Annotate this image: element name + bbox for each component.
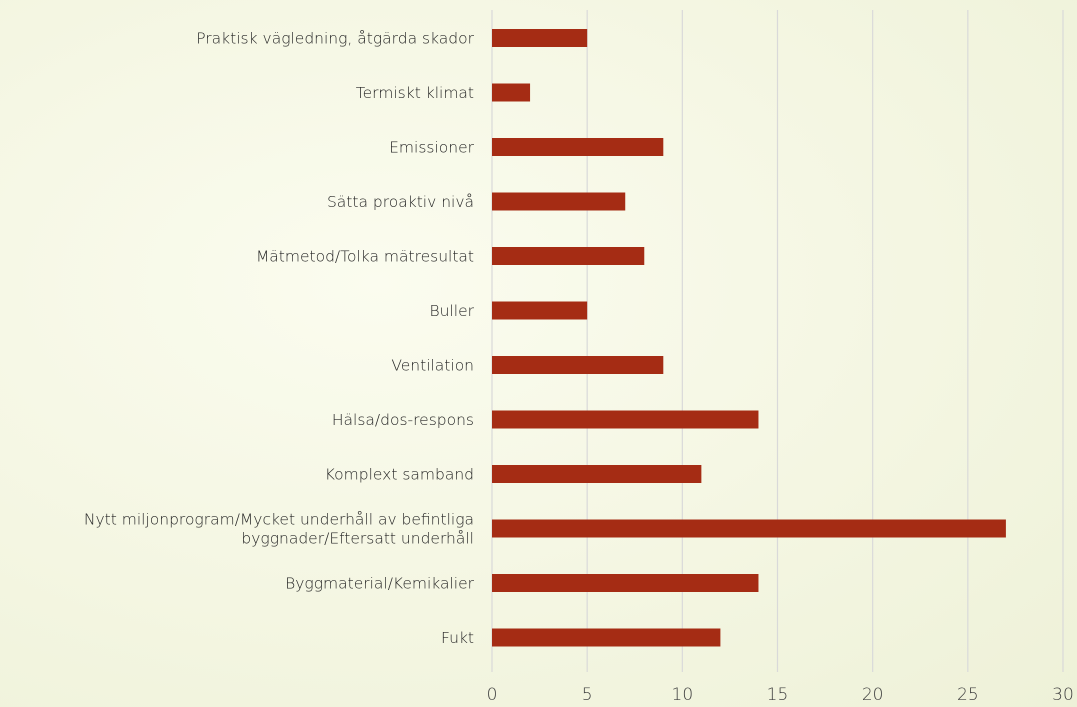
category-label-line: byggnader/Eftersatt underhåll <box>241 530 474 548</box>
x-tick-label: 30 <box>1052 685 1074 705</box>
category-label-line: Nytt miljonprogram/Mycket underhåll av b… <box>84 511 474 529</box>
category-label: Ventilation <box>391 357 474 375</box>
category-label-line: Emissioner <box>389 139 474 157</box>
category-label: Praktisk vägledning, åtgärda skador <box>196 30 474 48</box>
x-axis-ticks: 0 5 10 15 20 25 30 <box>487 685 1074 705</box>
category-label: Mätmetod/Tolka mätresultat <box>256 248 474 266</box>
category-labels: Praktisk vägledning, åtgärda skador Termi… <box>84 30 475 648</box>
bar-11 <box>492 574 759 592</box>
x-tick-label: 0 <box>487 685 498 705</box>
bar-1 <box>492 29 588 47</box>
category-label-line: Fukt <box>441 629 474 647</box>
bar-12 <box>492 628 721 647</box>
x-tick-label: 25 <box>957 685 979 705</box>
bar-10 <box>492 519 1006 538</box>
category-label-line: Komplext samband <box>325 466 474 484</box>
category-label: Buller <box>430 302 475 320</box>
x-tick-label: 5 <box>582 685 593 705</box>
category-label-line: Buller <box>430 302 475 320</box>
category-label: Sätta proaktiv nivå <box>327 193 474 211</box>
bar-8 <box>492 410 759 429</box>
category-label: Komplext samband <box>325 466 474 484</box>
category-label-line: Byggmaterial/Kemikalier <box>285 575 475 593</box>
bar-6 <box>492 301 588 320</box>
bar-3 <box>492 138 664 156</box>
category-label-line: Ventilation <box>391 357 474 375</box>
category-label-line: Hälsa/dos-respons <box>332 411 474 429</box>
x-tick-label: 15 <box>767 685 789 705</box>
grid-lines <box>491 10 1064 672</box>
category-label: Emissioner <box>389 139 474 157</box>
bar-7 <box>492 356 664 374</box>
bars <box>492 29 1006 647</box>
bar-5 <box>492 247 645 265</box>
x-tick-label: 20 <box>862 685 884 705</box>
category-label: Termiskt klimat <box>356 84 474 102</box>
category-label: Nytt miljonprogram/Mycket underhåll av b… <box>84 511 474 548</box>
bar-9 <box>492 465 702 483</box>
category-label: Byggmaterial/Kemikalier <box>285 575 475 593</box>
category-label-line: Mätmetod/Tolka mätresultat <box>256 248 474 266</box>
bar-2 <box>492 83 531 102</box>
category-label-line: Termiskt klimat <box>356 84 474 102</box>
category-label: Hälsa/dos-respons <box>332 411 474 429</box>
category-label-line: Sätta proaktiv nivå <box>327 193 474 211</box>
x-tick-label: 10 <box>672 685 694 705</box>
category-label: Fukt <box>441 629 474 647</box>
category-label-line: Praktisk vägledning, åtgärda skador <box>196 30 474 48</box>
bar-4 <box>492 192 626 211</box>
